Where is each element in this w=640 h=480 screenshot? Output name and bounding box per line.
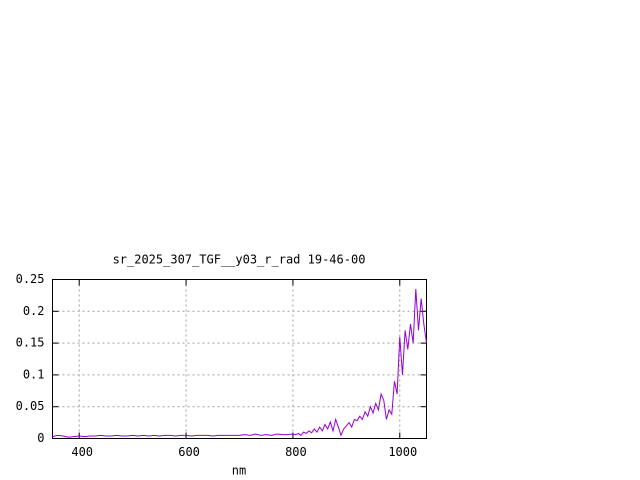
chart-title: sr_2025_307_TGF__y03_r_rad 19-46-00 [113, 253, 366, 267]
plot-border [52, 279, 427, 439]
y-tick-label: 0 [37, 431, 44, 445]
y-tick-label: 0.1 [23, 367, 45, 381]
x-tick-label: 1000 [388, 445, 417, 459]
y-tick-label: 0.25 [16, 272, 45, 286]
x-tick-label: 400 [71, 445, 93, 459]
y-tick-label: 0.05 [16, 399, 45, 413]
y-tick-label: 0.2 [23, 304, 45, 318]
y-tick-label: 0.15 [16, 336, 45, 350]
x-axis-label: nm [232, 464, 246, 478]
x-tick-label: 800 [285, 445, 307, 459]
data-line [52, 289, 427, 438]
x-tick-label: 600 [178, 445, 200, 459]
